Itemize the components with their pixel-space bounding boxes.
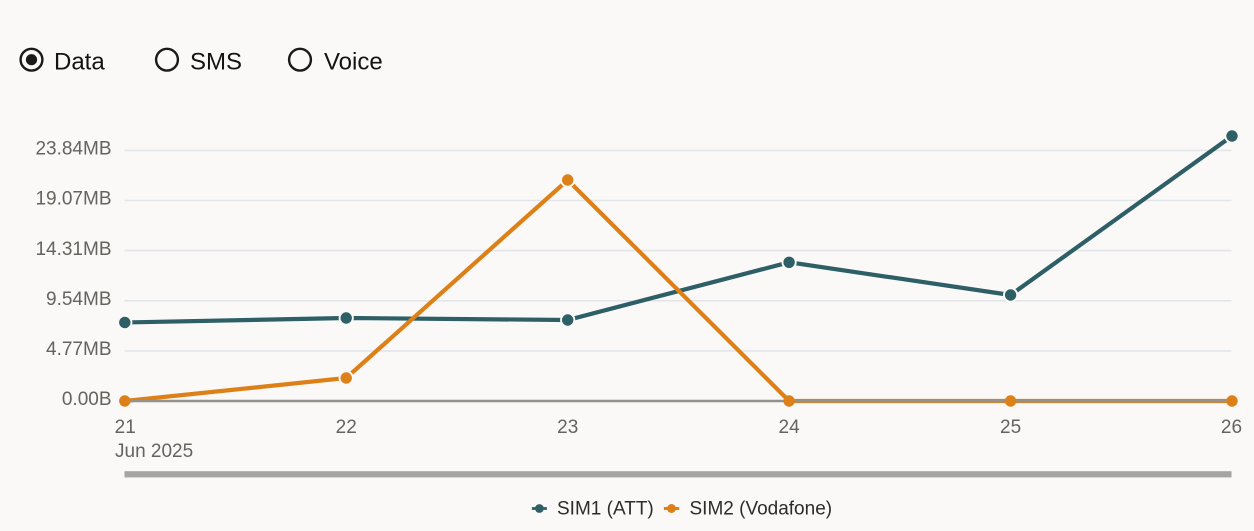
- svg-text:23: 23: [557, 417, 578, 438]
- svg-text:21: 21: [115, 417, 136, 438]
- svg-text:22: 22: [336, 417, 357, 438]
- svg-text:Jun 2025: Jun 2025: [115, 441, 193, 462]
- svg-text:25: 25: [1000, 417, 1021, 438]
- svg-text:24: 24: [779, 417, 801, 438]
- svg-text:4.77MB: 4.77MB: [46, 339, 111, 360]
- svg-text:0.00B: 0.00B: [62, 389, 112, 410]
- svg-text:SIM2 (Vodafone): SIM2 (Vodafone): [690, 499, 833, 520]
- svg-text:9.54MB: 9.54MB: [46, 289, 111, 310]
- svg-text:19.07MB: 19.07MB: [35, 189, 111, 210]
- svg-text:Voice: Voice: [324, 49, 383, 76]
- svg-text:14.31MB: 14.31MB: [35, 239, 111, 260]
- svg-text:23.84MB: 23.84MB: [35, 139, 111, 160]
- svg-text:26: 26: [1221, 417, 1242, 438]
- svg-text:SMS: SMS: [190, 49, 242, 76]
- svg-text:SIM1 (ATT): SIM1 (ATT): [557, 499, 654, 520]
- svg-text:Data: Data: [54, 49, 105, 76]
